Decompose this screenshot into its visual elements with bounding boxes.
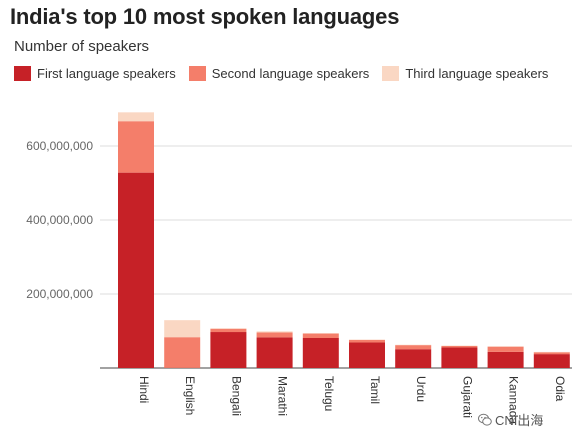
x-tick-label-tamil: Tamil	[368, 376, 382, 404]
wechat-icon	[478, 413, 492, 426]
legend-swatch-third-language	[382, 66, 400, 81]
x-tick-label-marathi: Marathi	[276, 376, 290, 416]
y-tick-label: 400,000,000	[26, 213, 93, 227]
bar-hindi-series-1	[118, 172, 154, 368]
x-tick-label-english: English	[183, 376, 197, 415]
bar-kannada-series-2	[487, 346, 524, 352]
x-tick-label-kannada: Kannada	[507, 376, 521, 424]
bar-urdu-series-1	[395, 349, 432, 368]
legend-swatch-second-language	[188, 66, 206, 81]
bar-telugu-series-2	[302, 333, 339, 338]
legend-item-second-language: Second language speakers	[188, 66, 370, 81]
chart-subtitle: Number of speakers	[14, 38, 150, 55]
chart-legend: First language speakers Second language …	[14, 66, 561, 81]
bar-odia-series-1	[533, 354, 570, 368]
bar-marathi-series-3	[256, 331, 293, 333]
bar-marathi-series-2	[256, 332, 293, 338]
watermark-text: CNI出海	[495, 413, 544, 428]
bar-english-series-3	[164, 320, 201, 338]
x-tick-label-odia: Odia	[553, 376, 567, 402]
legend-item-third-language: Third language speakers	[382, 66, 548, 81]
bar-bengali-series-2	[210, 328, 247, 333]
x-tick-label-bengali: Bengali	[229, 376, 243, 416]
bar-gujarati-series-2	[441, 345, 478, 348]
x-tick-label-telugu: Telugu	[322, 376, 336, 411]
bar-gujarati-series-1	[441, 347, 478, 368]
legend-item-first-language: First language speakers	[14, 66, 176, 81]
bar-urdu-series-2	[395, 345, 432, 350]
bar-hindi-series-2	[118, 121, 154, 173]
bar-odia-series-2	[533, 352, 570, 355]
x-tick-label-hindi: Hindi	[137, 376, 151, 403]
legend-label-second-language: Second language speakers	[211, 66, 370, 81]
bar-kannada-series-1	[487, 351, 524, 368]
legend-label-first-language: First language speakers	[37, 66, 176, 81]
x-tick-label-gujarati: Gujarati	[460, 376, 474, 418]
watermark: CNI出海	[478, 410, 543, 429]
bar-bengali-series-1	[210, 332, 247, 368]
bar-tamil-series-2	[349, 339, 385, 343]
bar-hindi-series-3	[118, 112, 154, 122]
chart-title: India's top 10 most spoken languages	[10, 4, 400, 29]
bar-tamil-series-1	[349, 342, 385, 368]
legend-label-third-language: Third language speakers	[405, 66, 549, 81]
legend-swatch-first-language	[14, 66, 31, 81]
bar-english-series-2	[164, 337, 201, 368]
bar-telugu-series-1	[302, 337, 339, 368]
x-tick-label-urdu: Urdu	[414, 376, 428, 402]
y-tick-label: 600,000,000	[26, 139, 93, 153]
bar-marathi-series-1	[256, 337, 293, 368]
y-tick-label: 200,000,000	[26, 287, 93, 301]
